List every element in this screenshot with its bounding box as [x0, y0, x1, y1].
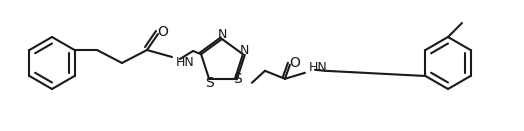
Text: N: N: [217, 28, 227, 40]
Text: S: S: [234, 72, 242, 86]
Text: O: O: [289, 56, 300, 70]
Text: S: S: [205, 76, 213, 90]
Text: HN: HN: [176, 56, 195, 70]
Text: O: O: [158, 25, 168, 39]
Text: HN: HN: [309, 61, 328, 74]
Text: N: N: [240, 44, 249, 57]
